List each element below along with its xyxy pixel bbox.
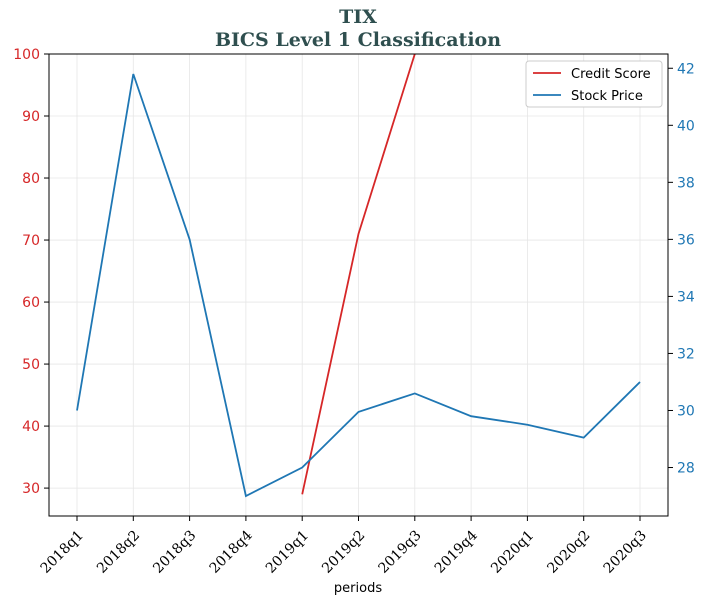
y-left-tick-label: 90 [22,109,40,125]
y-right-tick-label: 38 [677,175,695,191]
x-tick-label: 2019q3 [375,528,424,577]
y-right-tick-label: 34 [677,289,695,305]
series-line-stock-price [76,73,641,498]
chart-title: TIX [339,6,377,28]
y-right-tick-label: 40 [677,118,695,134]
x-axis-label: periods [334,581,382,596]
x-tick-label: 2019q1 [263,528,312,577]
x-tick-label: 2019q4 [432,527,481,576]
chart-subtitle: BICS Level 1 Classification [215,29,501,51]
legend: Credit Score Stock Price [525,60,663,108]
x-tick-label: 2018q2 [94,528,143,577]
x-tick-label: 2020q2 [544,528,593,577]
y-right-tick-label: 42 [677,61,695,77]
x-tick-label: 2018q4 [207,527,256,576]
y-left-tick-label: 50 [22,357,40,373]
y-right-tick-label: 32 [677,346,695,362]
x-tick-label: 2020q3 [601,528,650,577]
x-tick-label: 2018q1 [38,528,87,577]
x-tick-label: 2018q3 [150,528,199,577]
y-left-tick-label: 60 [22,295,40,311]
y-left-tick-label: 100 [13,47,40,63]
legend-label-stock-price: Stock Price [571,89,643,104]
x-tick-label: 2019q2 [319,528,368,577]
y-right-tick-label: 36 [677,232,695,248]
series-line-credit-score [301,54,416,495]
y-right-tick-label: 30 [677,403,695,419]
y-left-tick-label: 40 [22,419,40,435]
axis-ticks: 2018q1 2018q2 2018q3 2018q4 2019q1 2019q2 2019… [13,47,695,577]
y-right-tick-label: 28 [677,461,695,477]
grid [49,53,668,516]
y-left-tick-label: 30 [22,481,40,497]
y-left-tick-label: 80 [22,171,40,187]
y-left-tick-label: 70 [22,233,40,249]
x-tick-label: 2020q1 [488,528,537,577]
legend-label-credit-score: Credit Score [571,67,651,82]
series-layer [76,54,641,498]
